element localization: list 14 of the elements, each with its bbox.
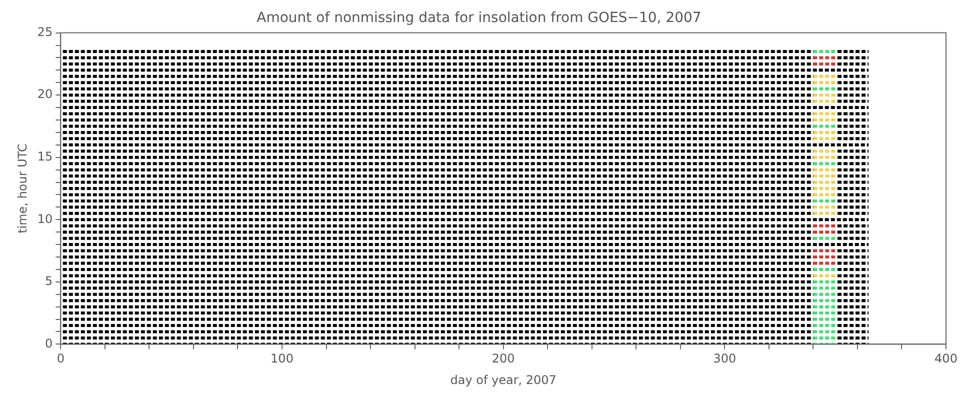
chart-title: Amount of nonmissing data for insolation from GOES−10, 2007 — [256, 10, 702, 26]
x-tick-label: 200 — [492, 352, 515, 366]
y-tick-label: 0 — [45, 336, 53, 350]
x-axis-title: day of year, 2007 — [450, 372, 556, 387]
x-tick-label: 400 — [934, 352, 958, 366]
y-tick-label: 20 — [37, 87, 53, 102]
x-tick-label: 100 — [270, 352, 294, 366]
y-tick-label: 5 — [45, 274, 53, 288]
y-tick-label: 10 — [37, 212, 53, 226]
x-tick-label: 0 — [56, 352, 64, 366]
y-tick-label: 25 — [37, 24, 53, 39]
y-tick-label: 15 — [37, 149, 53, 164]
y-axis-title: time, hour UTC — [15, 144, 30, 234]
x-tick-label: 300 — [713, 352, 736, 366]
